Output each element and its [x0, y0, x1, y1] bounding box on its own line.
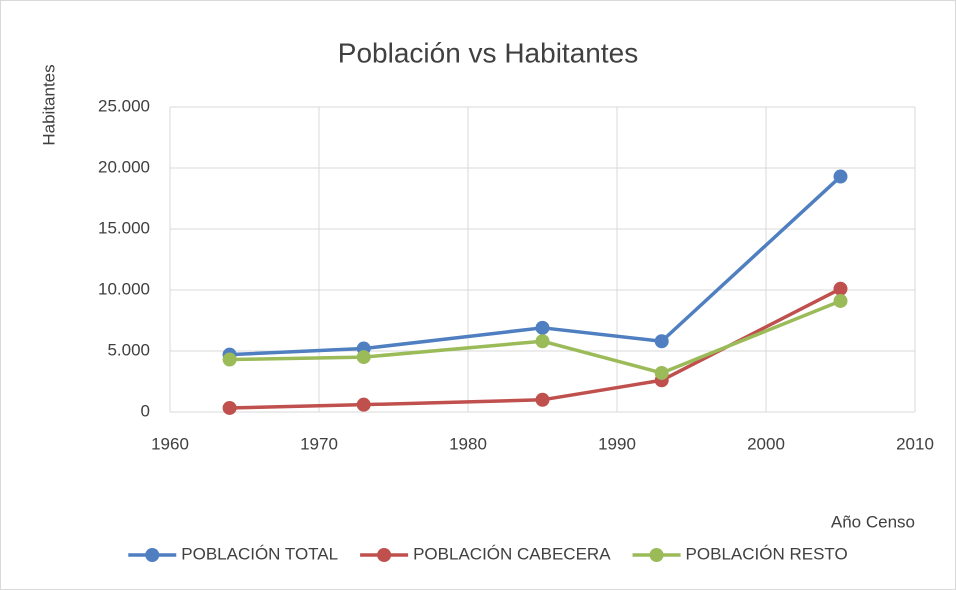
- data-point: [535, 334, 550, 349]
- y-tick-label: 25.000: [98, 96, 150, 115]
- legend-marker: [145, 548, 160, 562]
- data-point: [833, 293, 848, 308]
- x-tick-label: 1960: [151, 434, 189, 453]
- y-tick-label: 15.000: [98, 218, 150, 237]
- chart-title: Población vs Habitantes: [338, 37, 638, 68]
- y-tick-label: 0: [141, 401, 150, 420]
- x-tick-label: 1990: [598, 434, 636, 453]
- data-point: [356, 350, 371, 365]
- y-tick-label: 10.000: [98, 279, 150, 298]
- legend: POBLACIÓN TOTAL POBLACIÓN CABECERA POBLACI…: [128, 544, 848, 563]
- x-axis-title: Año Censo: [831, 512, 915, 531]
- x-tick-label: 2010: [896, 434, 934, 453]
- legend-label: POBLACIÓN CABECERA: [413, 544, 611, 563]
- x-tick-label: 2000: [747, 434, 785, 453]
- y-axis-title: Habitantes: [39, 64, 58, 145]
- data-point: [535, 320, 550, 335]
- x-tick-label: 1970: [300, 434, 338, 453]
- data-point: [833, 281, 848, 296]
- data-point: [833, 169, 848, 184]
- legend-label: POBLACIÓN TOTAL: [181, 544, 338, 563]
- data-point: [222, 352, 237, 367]
- data-point: [222, 400, 237, 415]
- data-point: [654, 334, 669, 349]
- legend-marker: [649, 548, 664, 562]
- y-tick-label: 20.000: [98, 157, 150, 176]
- data-point: [654, 365, 669, 380]
- data-point: [356, 397, 371, 412]
- legend-label: POBLACIÓN RESTO: [686, 544, 848, 563]
- legend-marker: [377, 548, 392, 562]
- y-tick-label: 5.000: [107, 340, 150, 359]
- data-point: [535, 392, 550, 407]
- x-tick-label: 1980: [449, 434, 487, 453]
